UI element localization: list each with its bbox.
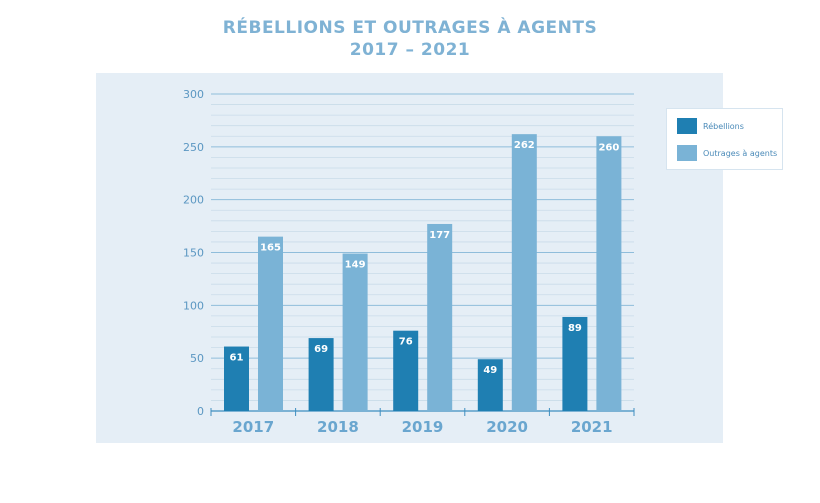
- y-tick-label: 100: [183, 299, 204, 312]
- data-label: 49: [483, 365, 497, 376]
- legend-label-outrages: Outrages à agents: [703, 148, 778, 158]
- x-tick-label: 2017: [232, 418, 274, 436]
- bar-outrages-2021: [596, 136, 622, 411]
- legend-label-rebellions: Rébellions: [703, 121, 744, 131]
- data-label: 149: [345, 260, 366, 271]
- y-tick-label: 0: [197, 405, 204, 418]
- x-tick-label: 2019: [402, 418, 444, 436]
- legend: Rébellions Outrages à agents: [666, 108, 783, 170]
- y-tick-label: 150: [183, 247, 204, 260]
- x-tick-label: 2021: [571, 418, 613, 436]
- legend-swatch-outrages: [677, 145, 697, 161]
- data-label: 177: [429, 230, 450, 241]
- bar-rebellions-2018: [308, 338, 334, 411]
- bar-rebellions-2021: [562, 316, 588, 411]
- bar-rebellions-2017: [224, 346, 249, 411]
- data-label: 61: [230, 353, 244, 364]
- y-tick-label: 200: [183, 194, 204, 207]
- data-label: 262: [514, 140, 535, 151]
- legend-item-outrages: Outrages à agents: [677, 145, 777, 161]
- x-tick-label: 2020: [486, 418, 528, 436]
- data-label: 165: [260, 243, 281, 254]
- data-label: 89: [568, 323, 582, 334]
- x-tick-label: 2018: [317, 418, 359, 436]
- legend-item-rebellions: Rébellions: [677, 118, 744, 134]
- bar-outrages-2017: [258, 236, 283, 411]
- legend-swatch-rebellions: [677, 118, 697, 134]
- data-label: 69: [314, 344, 328, 355]
- chart-subtitle: 2017 – 2021: [349, 40, 471, 60]
- bar-rebellions-2020: [477, 359, 503, 411]
- y-tick-label: 300: [183, 88, 204, 101]
- bar-rebellions-2019: [393, 330, 419, 411]
- y-tick-label: 250: [183, 141, 204, 154]
- bar-outrages-2020: [511, 134, 537, 412]
- data-label: 76: [399, 337, 413, 348]
- data-label: 260: [598, 142, 619, 153]
- y-tick-label: 50: [190, 352, 204, 365]
- bar-outrages-2018: [342, 253, 368, 411]
- chart-title: RÉBELLIONS ET OUTRAGES À AGENTS: [222, 18, 598, 38]
- bar-outrages-2019: [427, 223, 453, 411]
